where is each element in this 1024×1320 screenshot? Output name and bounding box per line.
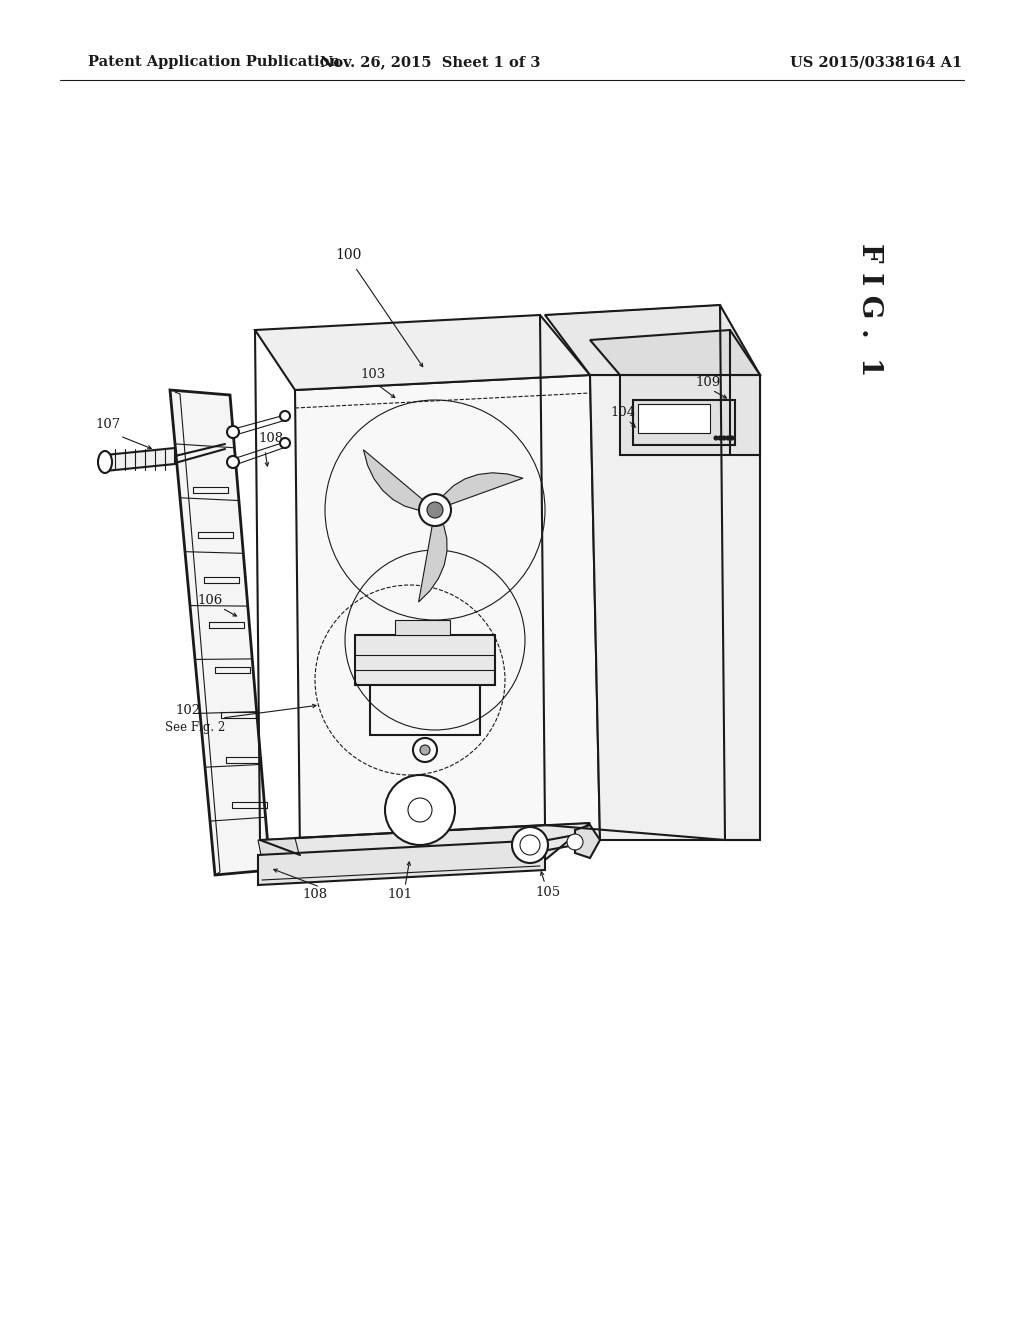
Circle shape: [722, 436, 726, 440]
Polygon shape: [590, 330, 760, 375]
Polygon shape: [170, 389, 270, 875]
Circle shape: [419, 494, 451, 525]
Polygon shape: [395, 620, 450, 635]
Polygon shape: [620, 375, 760, 455]
Circle shape: [227, 455, 239, 469]
Polygon shape: [258, 838, 300, 861]
Circle shape: [567, 834, 583, 850]
Text: Patent Application Publication: Patent Application Publication: [88, 55, 340, 69]
Text: 109: 109: [695, 376, 720, 389]
Circle shape: [385, 775, 455, 845]
Polygon shape: [435, 473, 523, 510]
Polygon shape: [419, 510, 446, 602]
Polygon shape: [355, 635, 495, 685]
Circle shape: [520, 836, 540, 855]
Polygon shape: [638, 404, 710, 433]
Text: See Fig. 2: See Fig. 2: [165, 722, 225, 734]
Text: 102: 102: [175, 704, 200, 717]
Polygon shape: [590, 375, 760, 840]
Text: US 2015/0338164 A1: US 2015/0338164 A1: [790, 55, 963, 69]
Circle shape: [227, 426, 239, 438]
Polygon shape: [105, 447, 175, 471]
Text: 100: 100: [335, 248, 361, 261]
Text: 103: 103: [360, 368, 385, 381]
Circle shape: [408, 799, 432, 822]
Polygon shape: [295, 375, 600, 855]
Polygon shape: [255, 315, 590, 389]
Circle shape: [730, 436, 734, 440]
Text: 105: 105: [535, 886, 560, 899]
Text: 106: 106: [197, 594, 222, 606]
Circle shape: [718, 436, 722, 440]
Circle shape: [427, 502, 443, 517]
Polygon shape: [364, 450, 435, 511]
Polygon shape: [260, 822, 590, 875]
Circle shape: [726, 436, 730, 440]
Circle shape: [280, 438, 290, 447]
Text: 104: 104: [610, 407, 635, 420]
Polygon shape: [258, 840, 545, 884]
Circle shape: [420, 744, 430, 755]
Circle shape: [512, 828, 548, 863]
Ellipse shape: [98, 451, 112, 473]
Text: 108: 108: [302, 888, 328, 902]
Text: 107: 107: [95, 418, 120, 432]
Text: F I G .  1: F I G . 1: [856, 243, 884, 376]
Text: 108: 108: [258, 432, 283, 445]
Text: Nov. 26, 2015  Sheet 1 of 3: Nov. 26, 2015 Sheet 1 of 3: [319, 55, 541, 69]
Polygon shape: [545, 305, 760, 375]
Circle shape: [413, 738, 437, 762]
Polygon shape: [575, 825, 600, 858]
Text: 101: 101: [387, 888, 413, 902]
Circle shape: [280, 411, 290, 421]
Circle shape: [714, 436, 718, 440]
Polygon shape: [633, 400, 735, 445]
